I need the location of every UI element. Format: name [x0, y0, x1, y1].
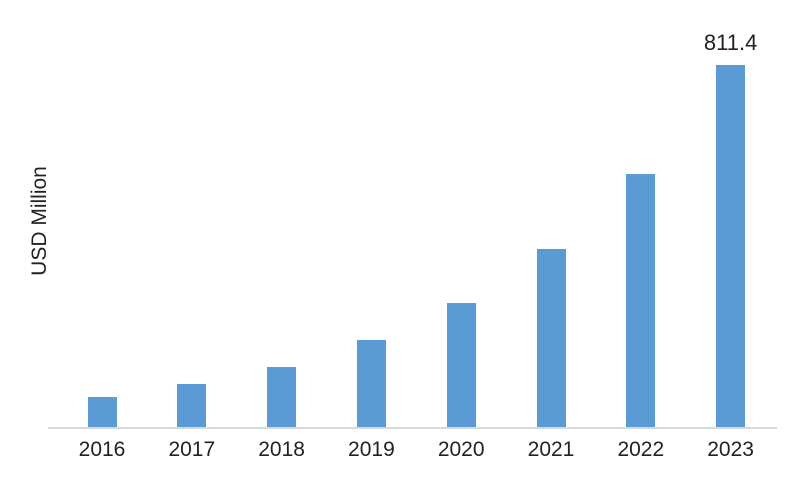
- bar-2016: [87, 397, 117, 427]
- bar-2017: [177, 384, 207, 427]
- bar-2020: [446, 303, 476, 427]
- x-tick-2019: 2019: [348, 438, 395, 461]
- data-label-2023: 811.4: [703, 30, 758, 55]
- x-tick-2016: 2016: [78, 438, 126, 461]
- bar-2019: [356, 340, 386, 427]
- bar-2023: [716, 65, 746, 427]
- bar-2021: [536, 249, 566, 427]
- x-tick-2020: 2020: [437, 438, 485, 461]
- x-tick-2021: 2021: [527, 438, 575, 461]
- x-axis-line: [48, 427, 777, 429]
- x-tick-2023: 2023: [707, 438, 754, 461]
- bar-2018: [267, 367, 297, 427]
- x-tick-2017: 2017: [168, 438, 216, 461]
- x-tick-2018: 2018: [258, 438, 305, 461]
- bar-2022: [626, 174, 656, 427]
- x-tick-2022: 2022: [617, 438, 665, 461]
